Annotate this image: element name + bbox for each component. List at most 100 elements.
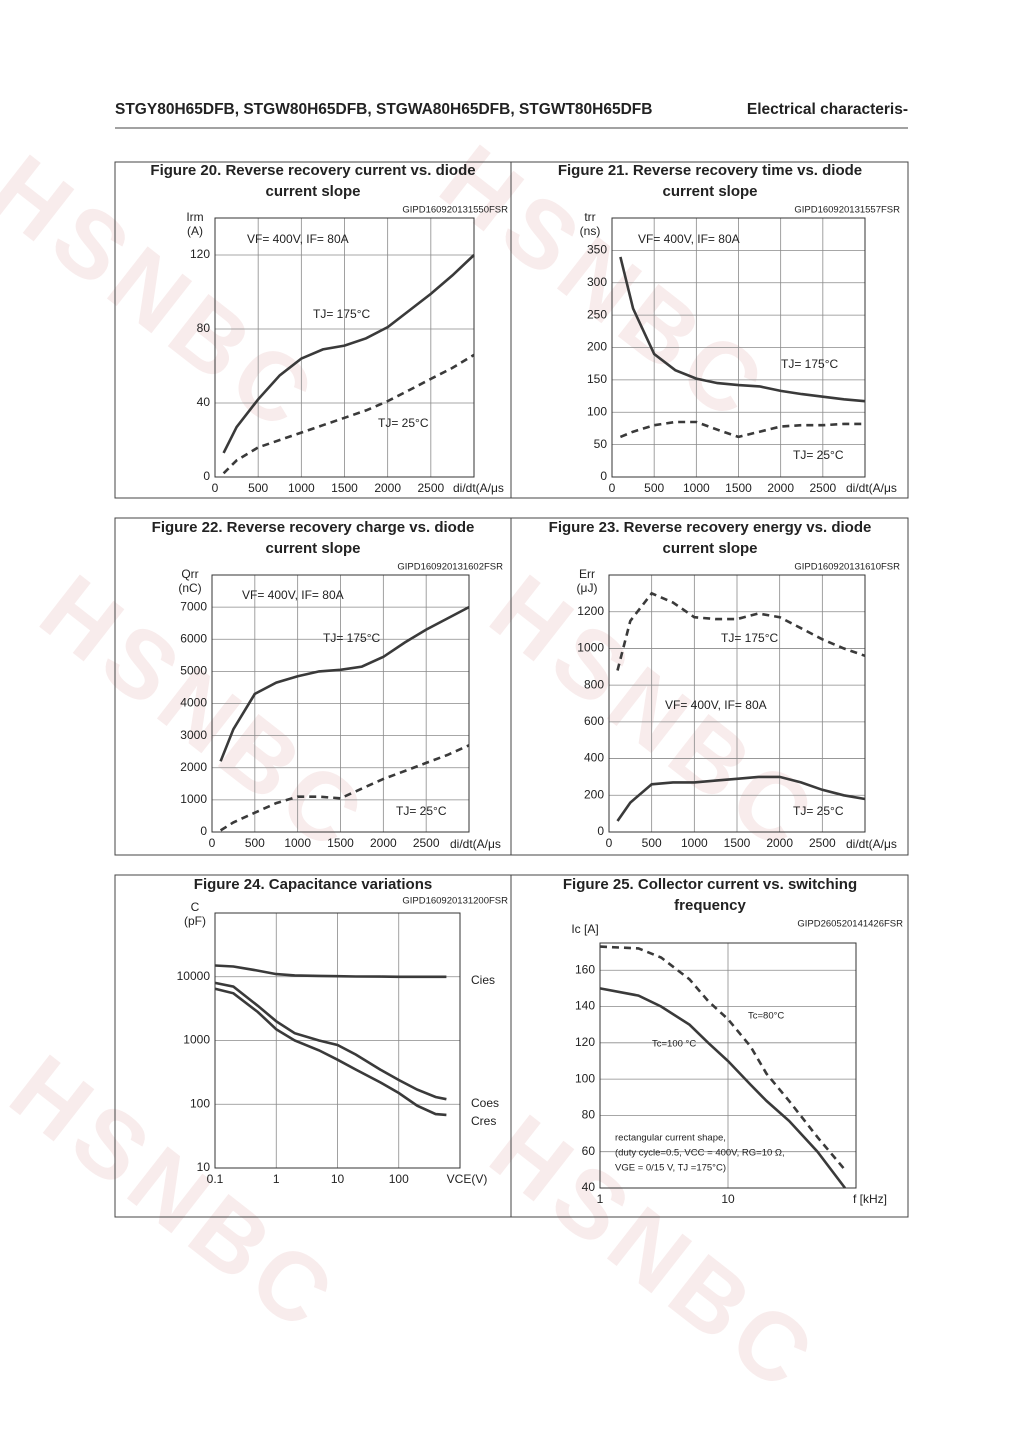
y-tick-label: 200 bbox=[584, 787, 604, 801]
series-line bbox=[214, 981, 447, 1101]
series-label: TJ= 175°C bbox=[323, 631, 380, 645]
y-axis-label: trr bbox=[584, 210, 595, 224]
y-tick-label: 80 bbox=[582, 1108, 596, 1122]
figure-frames bbox=[114, 161, 909, 1218]
series-line bbox=[619, 420, 865, 439]
annotation: (duty cycle=0.5, VCC = 400V, RG=10 Ω, bbox=[615, 1148, 785, 1159]
series-label: TJ= 175°C bbox=[313, 307, 370, 321]
y-tick-label: 120 bbox=[575, 1035, 595, 1049]
figure-id: GIPD260520141426FSR bbox=[797, 919, 903, 930]
series-label: TJ= 25°C bbox=[793, 804, 844, 818]
series-line bbox=[214, 964, 447, 979]
y-axis-label: Ic [A] bbox=[571, 922, 598, 936]
x-tick-label: 500 bbox=[245, 836, 265, 850]
y-axis-label: C bbox=[191, 900, 200, 914]
series-line bbox=[222, 254, 475, 454]
x-axis-label: f [kHz] bbox=[853, 1192, 887, 1206]
series-line bbox=[599, 987, 847, 1189]
x-axis-label: di/dt(A/μs bbox=[453, 481, 504, 495]
x-axis-label: VCE(V) bbox=[447, 1172, 488, 1186]
series-label: TJ= 25°C bbox=[793, 448, 844, 462]
x-tick-label: 1500 bbox=[725, 481, 752, 495]
x-tick-label: 0 bbox=[212, 481, 219, 495]
chart: Figure 25. Collector current vs. switchi… bbox=[563, 876, 903, 1206]
x-tick-label: 1500 bbox=[331, 481, 358, 495]
x-axis-label: di/dt(A/μs bbox=[450, 837, 501, 851]
y-tick-label: 600 bbox=[584, 714, 604, 728]
x-tick-label: 1000 bbox=[681, 836, 708, 850]
series-line bbox=[616, 775, 866, 822]
x-tick-label: 0.1 bbox=[207, 1172, 224, 1186]
y-tick-label: 3000 bbox=[180, 728, 207, 742]
chart-title: Figure 21. Reverse recovery time vs. dio… bbox=[558, 162, 862, 179]
x-tick-label: 1000 bbox=[683, 481, 710, 495]
y-tick-label: 150 bbox=[587, 372, 607, 386]
x-tick-label: 0 bbox=[606, 836, 613, 850]
chart-title: Figure 25. Collector current vs. switchi… bbox=[563, 876, 857, 893]
y-tick-label: 1000 bbox=[180, 792, 207, 806]
series-label: Tc=80°C bbox=[748, 1011, 784, 1022]
x-tick-label: 2500 bbox=[809, 481, 836, 495]
y-tick-label: 1200 bbox=[577, 604, 604, 618]
watermark: HSNBC bbox=[0, 1035, 358, 1354]
x-tick-label: 500 bbox=[248, 481, 268, 495]
figure-id: GIPD160920131557FSR bbox=[794, 205, 900, 216]
plot-frame bbox=[608, 574, 866, 833]
chart-title: Figure 24. Capacitance variations bbox=[194, 876, 432, 893]
x-tick-label: 500 bbox=[644, 481, 664, 495]
series-line bbox=[599, 945, 846, 1171]
annotation: rectangular current shape, bbox=[615, 1133, 726, 1144]
figure-id: GIPD160920131200FSR bbox=[402, 896, 508, 907]
y-axis-label: (μJ) bbox=[577, 581, 598, 595]
y-tick-label: 7000 bbox=[180, 599, 207, 613]
series-line bbox=[619, 256, 866, 403]
x-tick-label: 2000 bbox=[370, 836, 397, 850]
y-tick-label: 800 bbox=[584, 677, 604, 691]
y-tick-label: 300 bbox=[587, 275, 607, 289]
plot-frame bbox=[599, 942, 857, 1189]
figure-id: GIPD160920131602FSR bbox=[397, 562, 503, 573]
y-tick-label: 350 bbox=[587, 243, 607, 257]
annotation: VF= 400V, IF= 80A bbox=[242, 588, 344, 602]
y-tick-label: 80 bbox=[197, 321, 211, 335]
annotation: VGE = 0/15 V, TJ =175°C) bbox=[615, 1163, 726, 1174]
plot-frame bbox=[214, 217, 475, 478]
y-tick-label: 0 bbox=[200, 824, 207, 838]
series-label: TJ= 175°C bbox=[721, 631, 778, 645]
y-tick-label: 2000 bbox=[180, 760, 207, 774]
chart-title: Figure 20. Reverse recovery current vs. … bbox=[150, 162, 475, 179]
chart: Figure 24. Capacitance variations GIPD160… bbox=[177, 876, 509, 1186]
y-tick-label: 60 bbox=[582, 1144, 596, 1158]
y-tick-label: 6000 bbox=[180, 631, 207, 645]
y-axis-label: Irm bbox=[186, 210, 203, 224]
y-axis-label: Err bbox=[579, 567, 595, 581]
y-tick-label: 0 bbox=[203, 469, 210, 483]
y-tick-label: 1000 bbox=[577, 641, 604, 655]
chart-title: current slope bbox=[265, 183, 360, 200]
y-tick-label: 250 bbox=[587, 307, 607, 321]
chart: Figure 23. Reverse recovery energy vs. d… bbox=[549, 519, 900, 851]
y-axis-label: (nC) bbox=[178, 581, 201, 595]
x-tick-label: 0 bbox=[609, 481, 616, 495]
chart-title: Figure 22. Reverse recovery charge vs. d… bbox=[152, 519, 475, 536]
x-tick-label: 2500 bbox=[809, 836, 836, 850]
y-tick-label: 40 bbox=[197, 395, 211, 409]
x-tick-label: 1500 bbox=[327, 836, 354, 850]
series-label: Coes bbox=[471, 1096, 499, 1110]
plot-frame bbox=[214, 912, 461, 1169]
x-tick-label: 10 bbox=[331, 1172, 345, 1186]
x-tick-label: 2000 bbox=[374, 481, 401, 495]
chart-title: current slope bbox=[662, 540, 757, 557]
y-tick-label: 100 bbox=[575, 1071, 595, 1085]
y-tick-label: 10 bbox=[197, 1160, 211, 1174]
watermark: HSNBC bbox=[471, 555, 837, 874]
y-axis-label: (pF) bbox=[184, 914, 206, 928]
y-tick-label: 100 bbox=[587, 404, 607, 418]
x-tick-label: 1000 bbox=[288, 481, 315, 495]
x-tick-label: 2500 bbox=[413, 836, 440, 850]
y-tick-label: 140 bbox=[575, 999, 595, 1013]
chart-title: current slope bbox=[662, 183, 757, 200]
plot-frame bbox=[611, 217, 866, 478]
x-axis-label: di/dt(A/μs bbox=[846, 481, 897, 495]
series-line bbox=[214, 987, 447, 1117]
